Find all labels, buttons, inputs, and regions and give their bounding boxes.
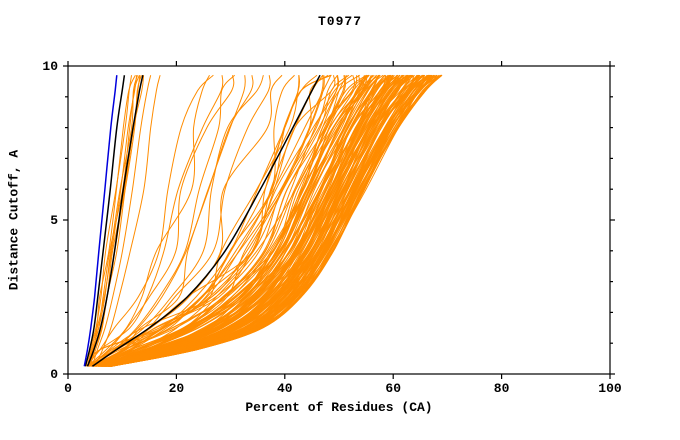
model-curve xyxy=(88,75,235,367)
model-curve xyxy=(109,74,438,367)
model-curve xyxy=(104,74,410,367)
y-tick-label: 5 xyxy=(50,213,58,228)
model-curve xyxy=(111,74,443,367)
x-tick-label: 40 xyxy=(277,381,293,396)
model-curve xyxy=(109,74,438,367)
blue-curve xyxy=(83,75,118,367)
model-curve xyxy=(90,75,339,367)
model-curve xyxy=(96,74,369,367)
model-curve xyxy=(86,74,136,367)
model-curve xyxy=(96,75,361,367)
model-curve xyxy=(97,74,380,367)
model-curve xyxy=(91,75,152,367)
model-curve xyxy=(87,75,224,367)
black-curve-left-1 xyxy=(84,75,126,367)
chart-title: T0977 xyxy=(317,14,362,29)
model-curve xyxy=(88,75,324,367)
model-curve xyxy=(100,74,392,367)
x-tick-label: 20 xyxy=(169,381,185,396)
model-curve xyxy=(87,74,318,367)
model-curve xyxy=(93,75,358,367)
x-tick-label: 60 xyxy=(385,381,401,396)
model-curve xyxy=(110,74,437,367)
axes xyxy=(63,61,615,379)
y-tick-label: 10 xyxy=(42,59,58,74)
model-curve xyxy=(104,74,409,367)
model-curve xyxy=(108,74,431,367)
x-tick-label: 0 xyxy=(64,381,72,396)
model-curve xyxy=(107,74,419,367)
model-curve xyxy=(91,74,338,367)
model-curve xyxy=(87,75,138,367)
model-curve xyxy=(94,74,367,367)
model-curve xyxy=(85,74,214,367)
model-curve xyxy=(101,74,395,367)
x-axis-label: Percent of Residues (CA) xyxy=(245,400,433,415)
model-curve xyxy=(94,75,271,367)
family-dense-main-band xyxy=(86,74,443,367)
model-curve xyxy=(91,75,246,367)
y-axis-label: Distance Cutoff, A xyxy=(6,149,22,291)
model-curve xyxy=(86,75,336,367)
model-curve xyxy=(102,74,295,367)
black-curve-left-2 xyxy=(86,75,144,367)
x-tick-label: 100 xyxy=(598,381,622,396)
model-curve xyxy=(89,75,145,367)
black-curve-middle xyxy=(91,74,321,367)
y-tick-label: 0 xyxy=(50,367,58,382)
model-curve xyxy=(102,74,401,367)
model-curve xyxy=(94,75,161,367)
model-curve xyxy=(100,74,394,367)
model-curve xyxy=(86,74,210,367)
model-curve xyxy=(88,74,331,367)
x-tick-label: 80 xyxy=(494,381,510,396)
curves-layer xyxy=(83,74,443,367)
model-curve xyxy=(106,74,421,367)
tick-labels: 0 20 40 60 80 100 0 5 10 xyxy=(42,59,622,396)
model-curve xyxy=(110,74,438,367)
